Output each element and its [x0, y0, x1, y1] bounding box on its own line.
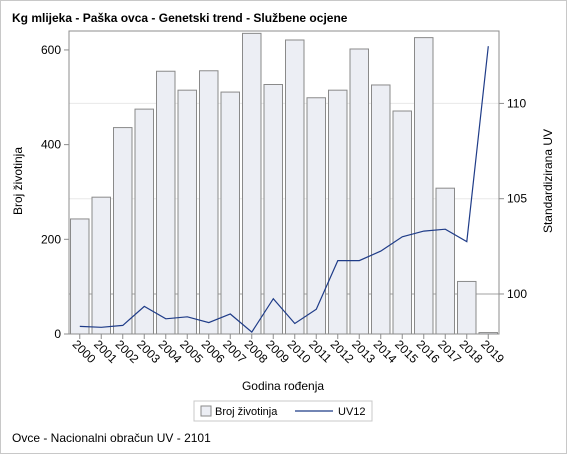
uv12-line: [79, 46, 489, 333]
bar-2003: [134, 108, 154, 335]
x-tick-label-2001: 2001: [91, 337, 120, 366]
bar-2016: [414, 37, 434, 335]
bar-2008: [242, 32, 262, 335]
bar-2007: [220, 91, 240, 335]
bar-2013: [349, 48, 369, 335]
bar-2002: [113, 127, 133, 335]
bar-2012: [328, 89, 348, 335]
x-axis-label: Godina rođenja: [242, 379, 324, 393]
x-tick-label-2003: 2003: [134, 337, 163, 366]
footnote: Ovce - Nacionalni obračun UV - 2101: [12, 431, 211, 445]
y-left-tick-label: 0: [54, 327, 61, 341]
x-tick-label-2011: 2011: [306, 337, 334, 365]
bar-2011: [306, 97, 326, 335]
y-axis-right-label: Standardizirana UV: [541, 129, 555, 233]
x-tick-label-2017: 2017: [435, 337, 464, 366]
x-tick-label-2009: 2009: [263, 337, 292, 366]
x-tick-label-2004: 2004: [156, 337, 185, 366]
x-tick-label-2008: 2008: [242, 337, 271, 366]
bar-2006: [199, 70, 219, 335]
x-tick-label-2018: 2018: [457, 337, 486, 366]
plot-frame: [68, 30, 500, 335]
bar-2004: [156, 70, 176, 335]
bar-2010: [285, 39, 305, 335]
x-tick-label-2002: 2002: [113, 337, 142, 366]
y-left-tick-label: 400: [41, 138, 61, 152]
chart-title: Kg mlijeka - Paška ovca - Genetski trend…: [12, 11, 348, 25]
x-tick-label-2010: 2010: [285, 337, 314, 366]
legend-bar-swatch: [200, 405, 212, 417]
x-tick-label-2015: 2015: [392, 337, 421, 366]
x-tick-label-2012: 2012: [328, 337, 357, 366]
y-right-tick-label: 100: [507, 287, 527, 301]
y-left-tick-label: 200: [41, 232, 61, 246]
x-tick-label-2014: 2014: [371, 337, 400, 366]
legend-box: [193, 400, 373, 422]
x-tick-label-2007: 2007: [220, 337, 249, 366]
x-tick-label-2005: 2005: [177, 337, 206, 366]
bar-2000: [70, 218, 90, 335]
bar-2015: [392, 110, 412, 335]
x-tick-label-2019: 2019: [478, 337, 507, 366]
legend-line-label: UV12: [338, 406, 366, 418]
grid-lines: [69, 102, 499, 295]
y-right-tick-label: 105: [507, 192, 527, 206]
bar-2005: [177, 89, 197, 335]
x-tick-label-2013: 2013: [349, 337, 378, 366]
bar-2009: [263, 83, 283, 335]
y-left-tick-label: 600: [41, 43, 61, 57]
legend-bar-label: Broj životinja: [215, 406, 278, 418]
bar-2018: [457, 280, 477, 335]
x-tick-label-2000: 2000: [70, 337, 99, 366]
line-series: [79, 46, 489, 333]
bar-2001: [91, 196, 111, 335]
bar-2017: [435, 187, 455, 335]
bar-2014: [371, 84, 391, 335]
y-right-tick-label: 110: [507, 96, 526, 110]
y-axis-left-label: Broj životinja: [11, 147, 25, 215]
axes: [64, 30, 504, 339]
x-tick-label-2006: 2006: [199, 337, 228, 366]
x-tick-label-2016: 2016: [414, 337, 443, 366]
legend: Broj životinja UV12: [193, 400, 373, 422]
bar-series: [70, 32, 498, 335]
